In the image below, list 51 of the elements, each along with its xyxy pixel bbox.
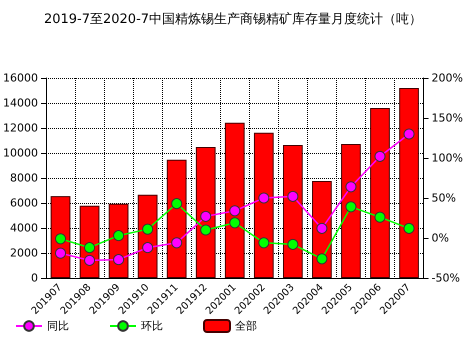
y-tick-label: 6000 — [10, 196, 38, 210]
y-tick-label: 12000 — [2, 122, 38, 134]
point — [345, 201, 356, 212]
y2-tick-label: 100% — [432, 152, 464, 164]
legend-label: 环比 — [141, 320, 163, 332]
y2-tick-label: 50% — [432, 192, 456, 204]
point — [171, 237, 182, 248]
y-tick-label: 14000 — [2, 96, 38, 110]
point — [142, 224, 154, 235]
point — [258, 237, 270, 248]
y2-tick-label: 0% — [432, 232, 450, 244]
point — [258, 192, 270, 204]
point — [229, 217, 240, 228]
point — [345, 181, 356, 192]
legend-label: 同比 — [47, 320, 69, 332]
y2-tick-label: 150% — [432, 112, 464, 124]
point — [171, 198, 182, 210]
point — [142, 242, 154, 254]
y-tick-label: 8000 — [10, 172, 38, 184]
bar — [254, 132, 274, 278]
y-tick-label: 4000 — [10, 222, 38, 234]
legend-label: 全部 — [235, 320, 257, 332]
point — [55, 233, 66, 244]
point — [287, 238, 298, 250]
chart-title: 2019-7至2020-7中国精炼锡生产商锡精矿库存量月度统计（吨） — [44, 11, 422, 27]
y-tick-label: 0 — [30, 272, 38, 284]
point — [316, 253, 328, 264]
bar — [196, 147, 216, 278]
point — [84, 254, 96, 266]
bar — [370, 108, 390, 278]
point — [200, 224, 212, 236]
point — [404, 222, 415, 234]
point — [374, 150, 386, 162]
bar — [399, 88, 419, 278]
point — [229, 205, 240, 216]
bar — [224, 122, 245, 278]
y2-tick-label: -50% — [432, 272, 460, 284]
y-tick-label: 16000 — [2, 72, 38, 84]
point — [287, 190, 298, 202]
point — [55, 248, 66, 259]
point — [113, 230, 124, 242]
bar — [282, 145, 303, 278]
point — [404, 128, 415, 140]
y2-tick-label: 200% — [432, 72, 464, 84]
point — [316, 222, 328, 234]
point — [113, 254, 124, 266]
point — [84, 242, 96, 254]
y-tick-label: 2000 — [10, 246, 38, 260]
y-tick-label: 10000 — [2, 146, 38, 160]
point — [200, 210, 212, 222]
point — [374, 212, 386, 223]
